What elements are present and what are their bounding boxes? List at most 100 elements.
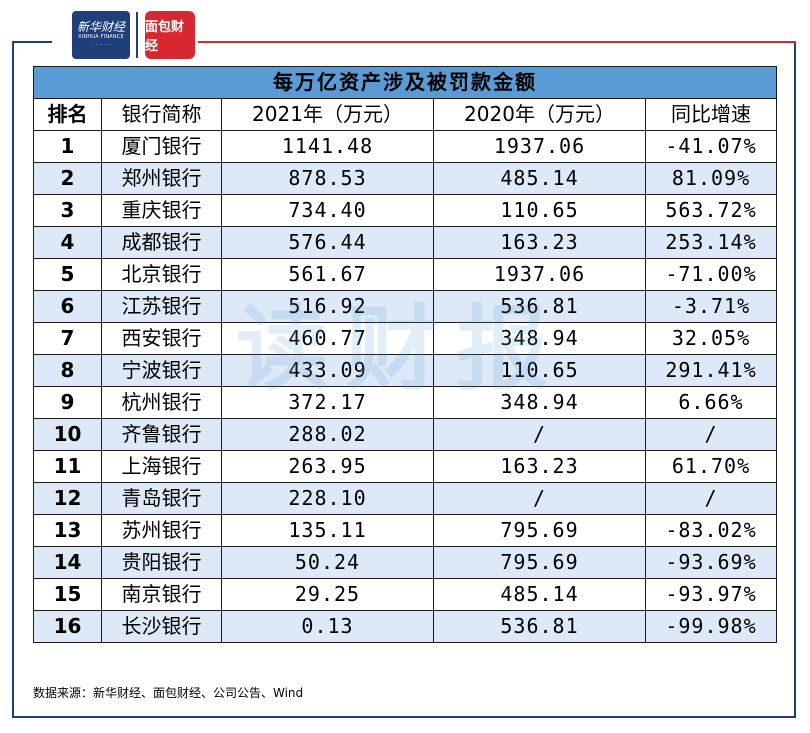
rank-cell: 8	[33, 354, 102, 387]
table-row: 5 北京银行 561.67 1937.06 -71.00%	[33, 258, 777, 291]
value-2021-cell: 734.40	[221, 194, 434, 227]
bank-name-cell: 北京银行	[101, 258, 222, 291]
rank-cell: 5	[33, 258, 102, 291]
growth-cell: -93.97%	[645, 578, 777, 611]
bank-name-cell: 成都银行	[101, 226, 222, 259]
growth-cell: /	[645, 418, 777, 451]
growth-cell: /	[645, 482, 777, 515]
rank-cell: 9	[33, 386, 102, 419]
bank-name-cell: 上海银行	[101, 450, 222, 483]
rank-cell: 2	[33, 162, 102, 195]
bank-name-cell: 齐鲁银行	[101, 418, 222, 451]
growth-cell: -93.69%	[645, 546, 777, 579]
xinhua-logo-text: 新华财经	[76, 20, 125, 34]
growth-cell: -41.07%	[645, 130, 777, 163]
bank-name-cell: 长沙银行	[101, 610, 222, 643]
header-rank: 排名	[33, 98, 102, 131]
table-row: 6 江苏银行 516.92 536.81 -3.71%	[33, 290, 777, 323]
value-2020-cell: 163.23	[433, 450, 646, 483]
rank-cell: 7	[33, 322, 102, 355]
red-accent-line	[198, 41, 796, 43]
bank-name-cell: 郑州银行	[101, 162, 222, 195]
table-row: 13 苏州银行 135.11 795.69 -83.02%	[33, 514, 777, 547]
xinhua-finance-logo: 新华财经 XINHUA FINANCE · · · · ·	[72, 11, 130, 59]
bank-name-cell: 西安银行	[101, 322, 222, 355]
xinhua-logo-subtext: XINHUA FINANCE	[78, 34, 124, 40]
growth-cell: -71.00%	[645, 258, 777, 291]
value-2020-cell: 1937.06	[433, 258, 646, 291]
header-2020: 2020年（万元）	[433, 98, 646, 131]
bank-name-cell: 重庆银行	[101, 194, 222, 227]
growth-cell: 32.05%	[645, 322, 777, 355]
rank-cell: 6	[33, 290, 102, 323]
value-2021-cell: 372.17	[221, 386, 434, 419]
growth-cell: 563.72%	[645, 194, 777, 227]
value-2020-cell: 1937.06	[433, 130, 646, 163]
table-row: 9 杭州银行 372.17 348.94 6.66%	[33, 386, 777, 419]
value-2021-cell: 135.11	[221, 514, 434, 547]
value-2020-cell: 485.14	[433, 162, 646, 195]
growth-cell: 81.09%	[645, 162, 777, 195]
value-2021-cell: 1141.48	[221, 130, 434, 163]
growth-cell: -99.98%	[645, 610, 777, 643]
growth-cell: 253.14%	[645, 226, 777, 259]
growth-cell: 61.70%	[645, 450, 777, 483]
value-2021-cell: 263.95	[221, 450, 434, 483]
growth-cell: -3.71%	[645, 290, 777, 323]
bank-name-cell: 宁波银行	[101, 354, 222, 387]
bank-name-cell: 青岛银行	[101, 482, 222, 515]
table-row: 14 贵阳银行 50.24 795.69 -93.69%	[33, 546, 777, 579]
rank-cell: 16	[33, 610, 102, 643]
table-row: 12 青岛银行 228.10//	[33, 482, 777, 515]
rank-cell: 12	[33, 482, 102, 515]
value-2021-cell: 516.92	[221, 290, 434, 323]
value-2020-cell: 536.81	[433, 610, 646, 643]
dots-icon: · · · · ·	[90, 41, 112, 49]
value-2020-cell: 110.65	[433, 194, 646, 227]
bank-name-cell: 苏州银行	[101, 514, 222, 547]
growth-cell: 291.41%	[645, 354, 777, 387]
value-2020-cell: 110.65	[433, 354, 646, 387]
value-2020-cell: 348.94	[433, 386, 646, 419]
value-2021-cell: 460.77	[221, 322, 434, 355]
value-2021-cell: 0.13	[221, 610, 434, 643]
bank-name-cell: 南京银行	[101, 578, 222, 611]
value-2020-cell: 348.94	[433, 322, 646, 355]
table-row: 15 南京银行 29.25 485.14 -93.97%	[33, 578, 777, 611]
bank-name-cell: 厦门银行	[101, 130, 222, 163]
header-growth: 同比增速	[645, 98, 777, 131]
data-source-note: 数据来源：新华财经、面包财经、公司公告、Wind	[33, 686, 304, 700]
table-row: 10 齐鲁银行 288.02//	[33, 418, 777, 451]
value-2020-cell: 795.69	[433, 546, 646, 579]
table-row: 2 郑州银行 878.53 485.14 81.09%	[33, 162, 777, 195]
header-bank-name: 银行简称	[101, 98, 222, 131]
value-2020-cell: /	[433, 482, 646, 515]
table-row: 11 上海银行 263.95 163.23 61.70%	[33, 450, 777, 483]
rank-cell: 14	[33, 546, 102, 579]
value-2021-cell: 561.67	[221, 258, 434, 291]
rank-cell: 1	[33, 130, 102, 163]
table-row: 1 厦门银行 1141.48 1937.06 -41.07%	[33, 130, 777, 163]
rank-cell: 11	[33, 450, 102, 483]
value-2020-cell: /	[433, 418, 646, 451]
mianbao-finance-logo: 面包财经	[145, 11, 195, 59]
table-row: 16 长沙银行 0.13 536.81 -99.98%	[33, 610, 777, 643]
mianbao-logo-text: 面包财经	[145, 20, 185, 54]
rank-cell: 13	[33, 514, 102, 547]
growth-cell: 6.66%	[645, 386, 777, 419]
value-2020-cell: 536.81	[433, 290, 646, 323]
table-row: 3 重庆银行 734.40 110.65 563.72%	[33, 194, 777, 227]
value-2021-cell: 433.09	[221, 354, 434, 387]
value-2021-cell: 576.44	[221, 226, 434, 259]
value-2021-cell: 878.53	[221, 162, 434, 195]
value-2021-cell: 228.10	[221, 482, 434, 515]
rank-cell: 4	[33, 226, 102, 259]
fine-table: 每万亿资产涉及被罚款金额 排名 银行简称 2021年（万元） 2020年（万元） 同比增…	[33, 66, 777, 643]
value-2021-cell: 288.02	[221, 418, 434, 451]
table-row: 8 宁波银行 433.09 110.65 291.41%	[33, 354, 777, 387]
rank-cell: 3	[33, 194, 102, 227]
bank-name-cell: 江苏银行	[101, 290, 222, 323]
value-2020-cell: 163.23	[433, 226, 646, 259]
bank-name-cell: 贵阳银行	[101, 546, 222, 579]
value-2020-cell: 485.14	[433, 578, 646, 611]
